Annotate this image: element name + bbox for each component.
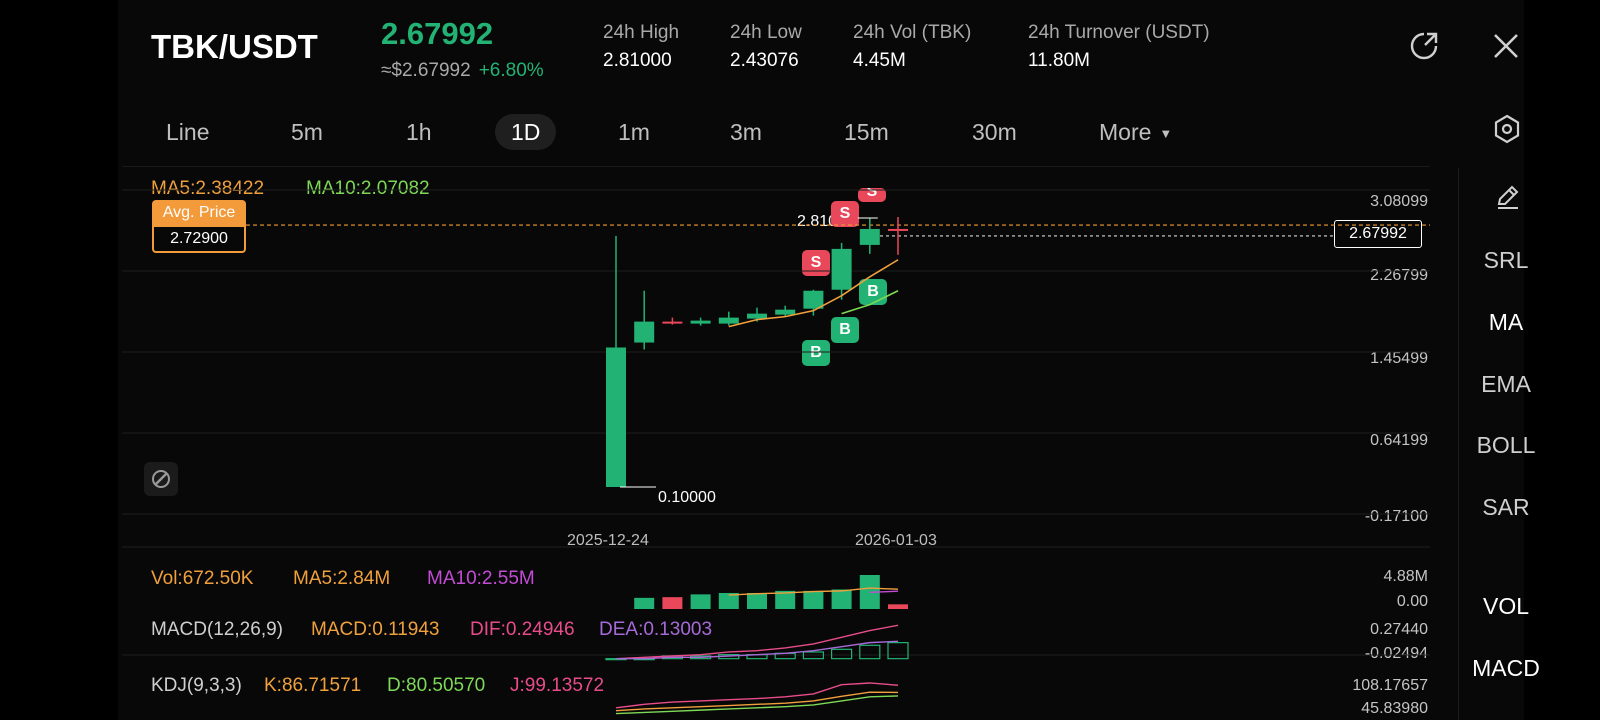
vol-label: Vol:672.50K [151, 568, 254, 589]
stat-vol-label: 24h Vol (TBK) [853, 22, 972, 43]
tab-30m[interactable]: 30m [972, 119, 1017, 145]
x-label-1: 2025-12-24 [567, 532, 649, 549]
tab-more[interactable]: More ▼ [1099, 114, 1172, 150]
kdj-tick-1: 108.17657 [1352, 677, 1428, 694]
indicator-boll[interactable]: BOLL [1476, 432, 1536, 458]
trade-marker-buy-2[interactable]: B [831, 317, 859, 343]
tools-icon [152, 470, 170, 488]
avg-price-tag: Avg. Price [152, 200, 246, 225]
ma10-label: MA10:2.07082 [306, 178, 430, 199]
indicator-macd[interactable]: MACD [1472, 655, 1540, 681]
j-label: J:99.13572 [510, 675, 605, 696]
last-price-tag: 2.67992 [1334, 220, 1422, 248]
stat-turnover-label: 24h Turnover (USDT) [1028, 22, 1210, 43]
stat-low-value: 2.43076 [730, 50, 799, 71]
tab-3m[interactable]: 3m [730, 119, 762, 145]
share-icon[interactable] [1407, 29, 1441, 63]
y-tick-4: 0.64199 [1370, 432, 1428, 449]
trade-marker-buy-3[interactable]: B [802, 340, 830, 366]
d-label: D:80.50570 [387, 675, 486, 696]
kdj-label: KDJ(9,3,3) [151, 675, 242, 696]
change-pct: +6.80% [478, 60, 544, 81]
x-label-2: 2026-01-03 [855, 532, 937, 549]
top-divider [122, 166, 1430, 167]
avg-price-value: 2.72900 [152, 225, 246, 253]
indicator-vol[interactable]: VOL [1482, 593, 1530, 619]
tab-5m[interactable]: 5m [291, 119, 323, 145]
kdj-tick-2: 45.83980 [1361, 700, 1428, 717]
trade-marker-sell-1[interactable]: S [831, 201, 859, 227]
indicator-ma[interactable]: MA [1488, 309, 1524, 335]
trade-marker-sell-2[interactable]: S [802, 250, 830, 276]
y-tick-2: 2.26799 [1370, 267, 1428, 284]
last-price: 2.67992 [381, 16, 494, 51]
vol-tick-1: 4.88M [1383, 568, 1428, 585]
tab-more-label: More [1099, 119, 1152, 145]
stat-high-label: 24h High [603, 22, 680, 43]
pair-title: TBK/USDT [151, 28, 318, 65]
tab-1m[interactable]: 1m [618, 119, 650, 145]
close-icon[interactable] [1489, 29, 1523, 63]
k-label: K:86.71571 [264, 675, 362, 696]
tab-15m[interactable]: 15m [844, 119, 889, 145]
tab-1h[interactable]: 1h [406, 119, 432, 145]
trade-marker-buy-1[interactable]: B [859, 279, 887, 305]
stat-low-label: 24h Low [730, 22, 802, 43]
low-marker-label: 0.10000 [658, 489, 716, 506]
indicator-ema[interactable]: EMA [1481, 371, 1531, 397]
macd-value-label: MACD:0.11943 [311, 619, 440, 640]
vol-ma5-label: MA5:2.84M [293, 568, 391, 589]
stat-turnover-value: 11.80M [1028, 50, 1090, 71]
trade-marker-sell-top[interactable]: S [858, 188, 886, 202]
macd-tick-1: 0.27440 [1370, 621, 1428, 638]
tab-1d[interactable]: 1D [495, 114, 557, 150]
sidebar-divider [1458, 168, 1459, 720]
y-tick-3: 1.45499 [1370, 350, 1428, 367]
chart-tools-button[interactable] [144, 462, 178, 496]
y-tick-5: -0.17100 [1364, 508, 1428, 525]
macd-tick-2: -0.02494 [1364, 645, 1428, 662]
dea-label: DEA:0.13003 [599, 619, 713, 640]
tab-line[interactable]: Line [166, 119, 210, 145]
price-sub: ≈$2.67992 +6.80% [381, 60, 544, 82]
pencil-icon[interactable] [1493, 182, 1523, 212]
vol-tick-2: 0.00 [1396, 593, 1428, 610]
macd-label: MACD(12,26,9) [151, 619, 283, 640]
indicator-srl[interactable]: SRL [1483, 247, 1529, 273]
vol-ma10-label: MA10:2.55M [427, 568, 535, 589]
stat-vol-value: 4.45M [853, 50, 906, 71]
caret-down-icon: ▼ [1159, 126, 1173, 141]
y-tick-1: 3.08099 [1370, 193, 1428, 210]
stat-high-value: 2.81000 [603, 50, 672, 71]
ma5-label: MA5:2.38422 [151, 178, 265, 199]
dif-label: DIF:0.24946 [470, 619, 575, 640]
approx-usd: ≈$2.67992 [381, 60, 471, 81]
settings-hexagon-icon[interactable] [1490, 112, 1524, 146]
indicator-sar[interactable]: SAR [1482, 494, 1530, 520]
